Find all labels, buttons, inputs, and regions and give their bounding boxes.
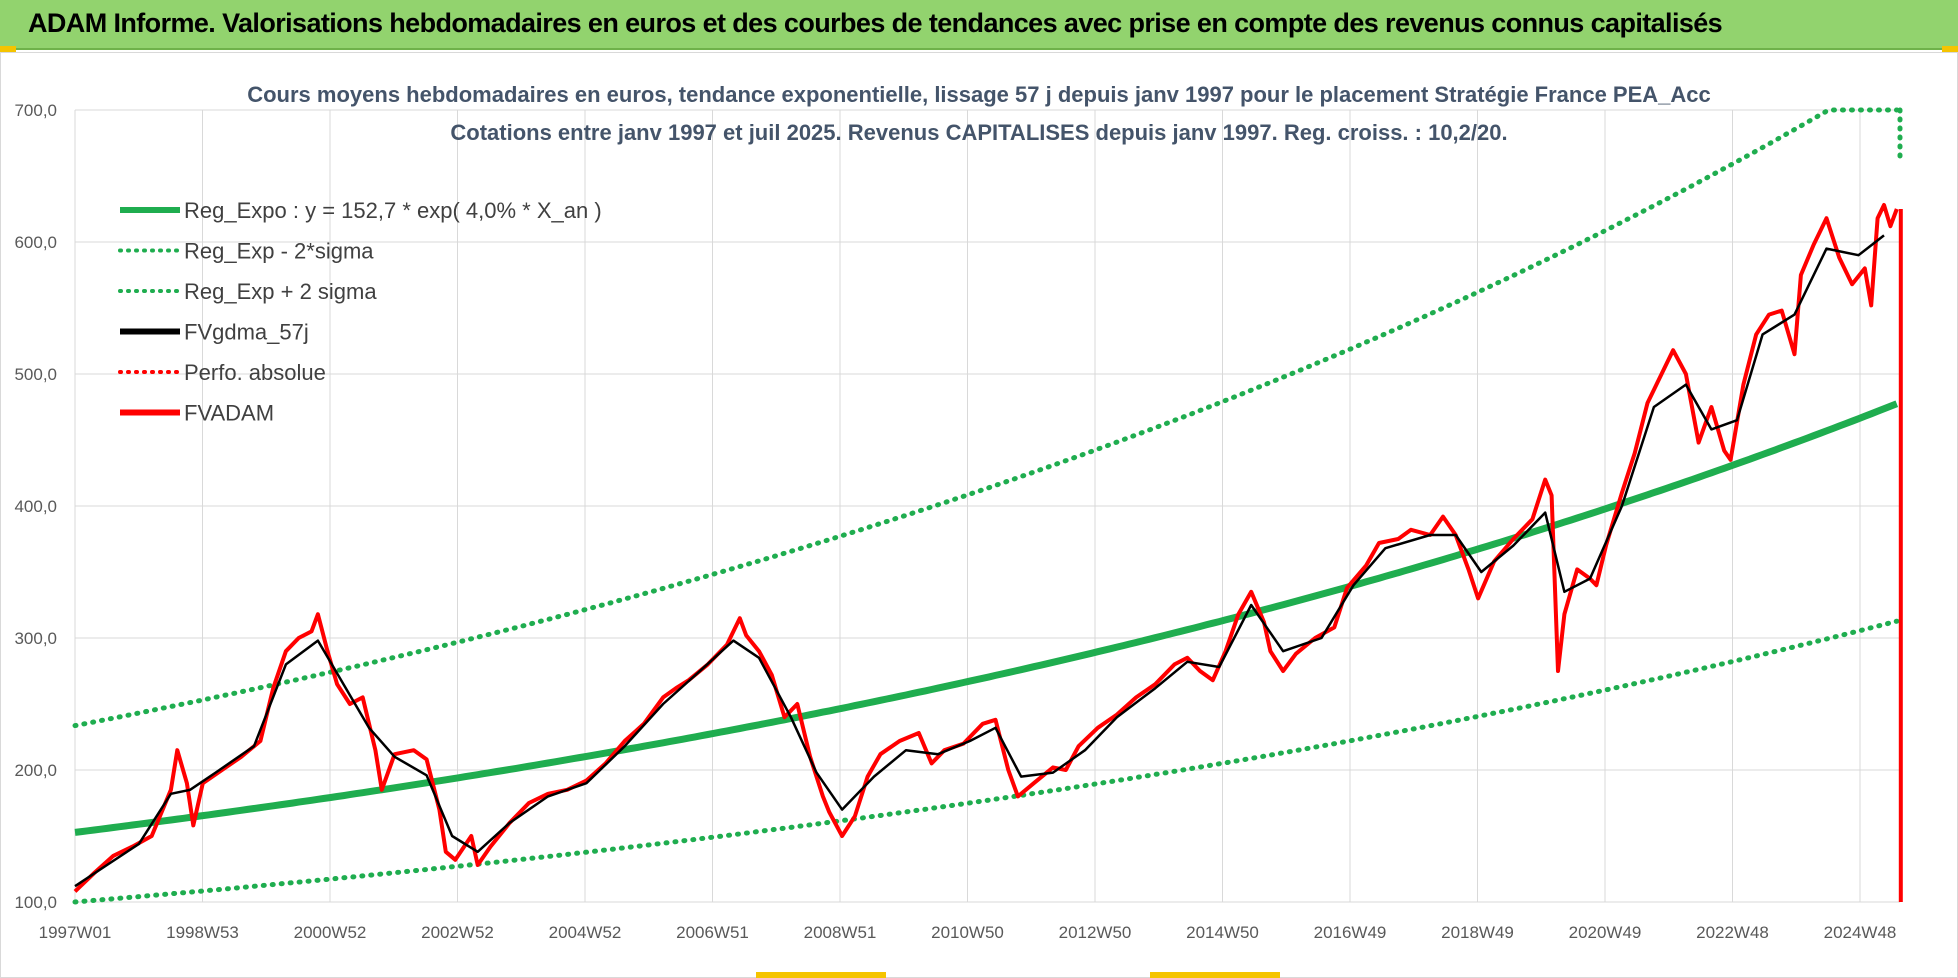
x-tick-label: 2002W52 xyxy=(421,923,494,942)
lower-band-line xyxy=(72,618,1900,905)
x-tick-label: 2022W48 xyxy=(1696,923,1769,942)
bottom-accent-left xyxy=(756,972,886,978)
bottom-accent-right xyxy=(1150,972,1280,978)
x-tick-label: 2006W51 xyxy=(676,923,749,942)
y-axis-ticks: 100,0 200,0 300,0 400,0 500,0 600,0 700,0 xyxy=(14,101,57,912)
reg-expo-line xyxy=(74,400,1899,836)
x-tick-label: 2008W51 xyxy=(804,923,877,942)
chart-series xyxy=(72,107,1903,905)
corner-mark-left xyxy=(0,46,16,52)
x-axis-ticks: 1997W01 1998W53 2000W52 2002W52 2004W52 2006W… xyxy=(39,923,1897,942)
upper-band-line xyxy=(72,107,1900,729)
x-tick-label: 2012W50 xyxy=(1059,923,1132,942)
y-tick-label: 700,0 xyxy=(14,101,57,120)
x-tick-label: 2004W52 xyxy=(549,923,622,942)
y-tick-label: 600,0 xyxy=(14,233,57,252)
legend-label: Reg_Exp + 2 sigma xyxy=(184,279,377,304)
chart-legend: Reg_Expo : y = 152,7 * exp( 4,0% * X_an … xyxy=(118,198,602,426)
x-tick-label: 1997W01 xyxy=(39,923,112,942)
x-tick-label: 2020W49 xyxy=(1569,923,1642,942)
chart-grid xyxy=(74,109,1900,903)
x-tick-label: 2000W52 xyxy=(294,923,367,942)
legend-label: FVADAM xyxy=(184,401,274,426)
x-tick-label: 2018W49 xyxy=(1441,923,1514,942)
chart-title-line1: Cours moyens hebdomadaires en euros, ten… xyxy=(247,82,1711,107)
y-tick-label: 200,0 xyxy=(14,761,57,780)
y-tick-label: 400,0 xyxy=(14,497,57,516)
chart-title-line2: Cotations entre janv 1997 et juil 2025. … xyxy=(450,120,1507,145)
banner-title: ADAM Informe. Valorisations hebdomadaire… xyxy=(28,8,1723,38)
y-tick-label: 500,0 xyxy=(14,365,57,384)
legend-label: FVgdma_57j xyxy=(184,320,309,345)
corner-mark-right xyxy=(1942,46,1958,52)
x-tick-label: 2016W49 xyxy=(1314,923,1387,942)
y-tick-label: 300,0 xyxy=(14,629,57,648)
x-tick-label: 2024W48 xyxy=(1824,923,1897,942)
legend-label: Reg_Exp - 2*sigma xyxy=(184,239,374,264)
chart-area xyxy=(0,52,1958,978)
fvgdma-line xyxy=(74,234,1885,888)
legend-label: Reg_Expo : y = 152,7 * exp( 4,0% * X_an … xyxy=(184,198,602,223)
y-tick-label: 100,0 xyxy=(14,893,57,912)
legend-label: Perfo. absolue xyxy=(184,360,326,385)
x-tick-label: 2014W50 xyxy=(1186,923,1259,942)
x-tick-label: 2010W50 xyxy=(931,923,1004,942)
x-tick-label: 1998W53 xyxy=(166,923,239,942)
title-banner: ADAM Informe. Valorisations hebdomadaire… xyxy=(0,0,1958,50)
fvadam-line xyxy=(73,203,1899,893)
